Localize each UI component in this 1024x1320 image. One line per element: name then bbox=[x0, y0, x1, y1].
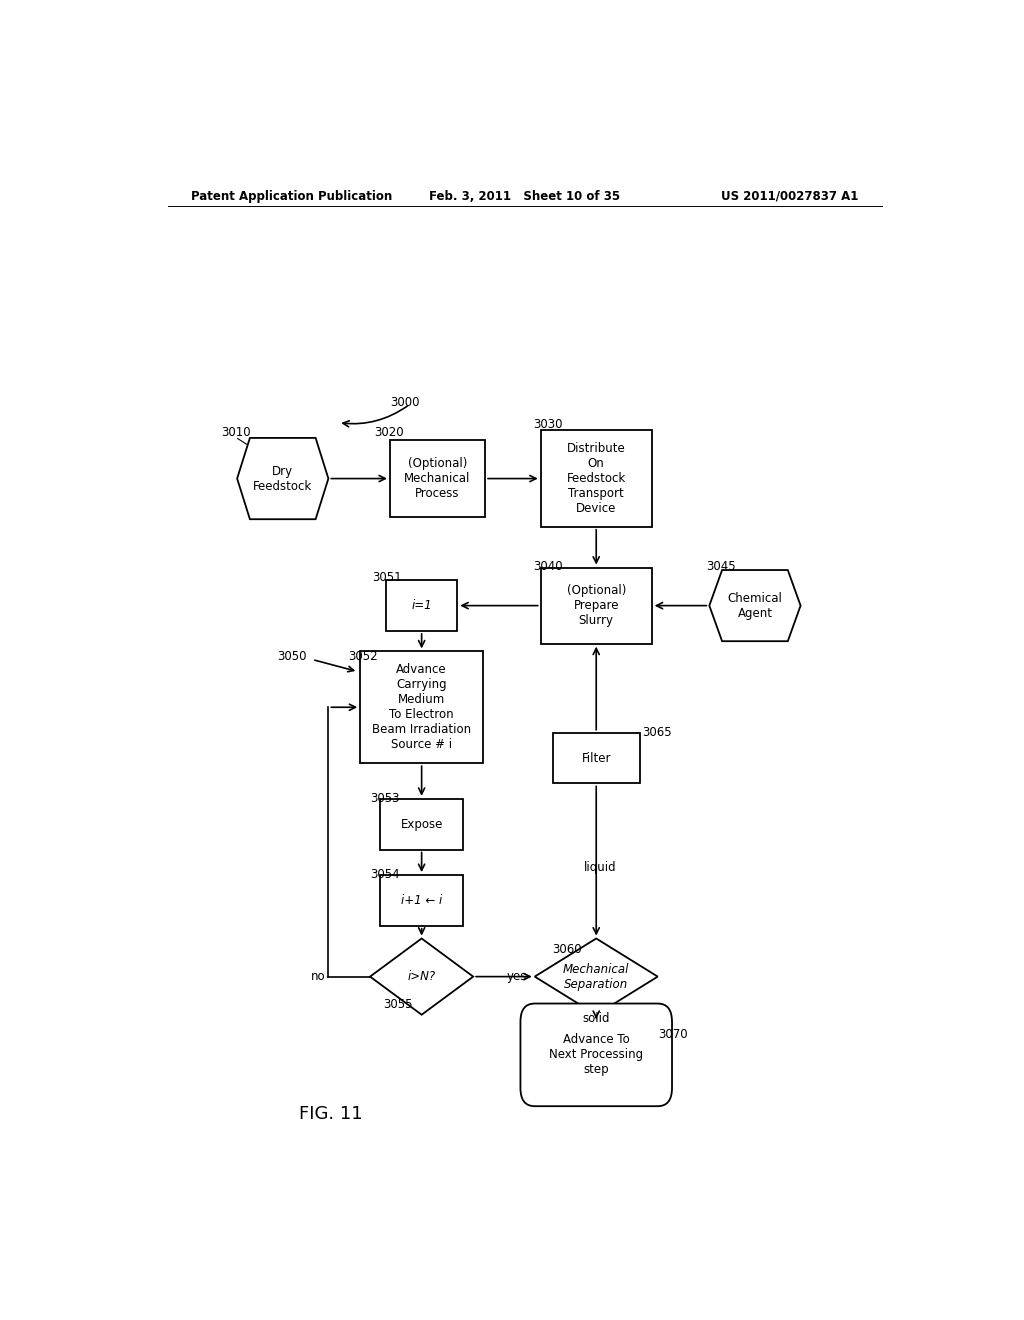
Text: Chemical
Agent: Chemical Agent bbox=[727, 591, 782, 619]
FancyBboxPatch shape bbox=[380, 875, 463, 925]
Text: (Optional)
Mechanical
Process: (Optional) Mechanical Process bbox=[404, 457, 471, 500]
Text: yes: yes bbox=[507, 970, 527, 983]
Text: 3054: 3054 bbox=[370, 869, 399, 882]
Text: Expose: Expose bbox=[400, 817, 442, 830]
Polygon shape bbox=[370, 939, 473, 1015]
Text: solid: solid bbox=[583, 1011, 610, 1024]
Text: Advance
Carrying
Medium
To Electron
Beam Irradiation
Source # i: Advance Carrying Medium To Electron Beam… bbox=[372, 663, 471, 751]
Text: 3045: 3045 bbox=[706, 561, 735, 573]
Text: 3051: 3051 bbox=[373, 570, 402, 583]
Text: US 2011/0027837 A1: US 2011/0027837 A1 bbox=[721, 190, 858, 202]
Text: Filter: Filter bbox=[582, 751, 611, 764]
Text: i>N?: i>N? bbox=[408, 970, 435, 983]
Text: FIG. 11: FIG. 11 bbox=[299, 1105, 362, 1123]
Text: 3055: 3055 bbox=[384, 998, 413, 1011]
Text: Advance To
Next Processing
step: Advance To Next Processing step bbox=[549, 1034, 643, 1076]
Text: i=1: i=1 bbox=[412, 599, 432, 612]
Text: 3010: 3010 bbox=[221, 426, 251, 440]
Text: no: no bbox=[311, 970, 326, 983]
Text: 3053: 3053 bbox=[370, 792, 399, 805]
Text: 3000: 3000 bbox=[390, 396, 420, 409]
Text: 3040: 3040 bbox=[532, 561, 562, 573]
Text: Feb. 3, 2011   Sheet 10 of 35: Feb. 3, 2011 Sheet 10 of 35 bbox=[429, 190, 621, 202]
Text: 3052: 3052 bbox=[348, 649, 378, 663]
Polygon shape bbox=[535, 939, 657, 1015]
Text: 3050: 3050 bbox=[278, 649, 306, 663]
Text: 3030: 3030 bbox=[532, 418, 562, 432]
Text: Distribute
On
Feedstock
Transport
Device: Distribute On Feedstock Transport Device bbox=[566, 442, 626, 515]
Text: 3065: 3065 bbox=[642, 726, 672, 739]
Text: 3060: 3060 bbox=[553, 942, 583, 956]
FancyBboxPatch shape bbox=[360, 651, 483, 763]
FancyBboxPatch shape bbox=[553, 733, 640, 784]
Text: Patent Application Publication: Patent Application Publication bbox=[191, 190, 393, 202]
Text: (Optional)
Prepare
Slurry: (Optional) Prepare Slurry bbox=[566, 585, 626, 627]
FancyBboxPatch shape bbox=[386, 581, 458, 631]
FancyBboxPatch shape bbox=[380, 799, 463, 850]
Text: i+1 ← i: i+1 ← i bbox=[401, 894, 442, 907]
Text: Mechanical
Separation: Mechanical Separation bbox=[563, 962, 630, 990]
FancyBboxPatch shape bbox=[541, 568, 652, 644]
FancyBboxPatch shape bbox=[390, 441, 485, 516]
FancyBboxPatch shape bbox=[541, 430, 652, 527]
Text: liquid: liquid bbox=[584, 861, 616, 874]
Polygon shape bbox=[710, 570, 801, 642]
FancyBboxPatch shape bbox=[520, 1003, 672, 1106]
Text: Dry
Feedstock: Dry Feedstock bbox=[253, 465, 312, 492]
Text: 3020: 3020 bbox=[374, 426, 403, 440]
Text: 3070: 3070 bbox=[658, 1028, 688, 1041]
Polygon shape bbox=[238, 438, 329, 519]
